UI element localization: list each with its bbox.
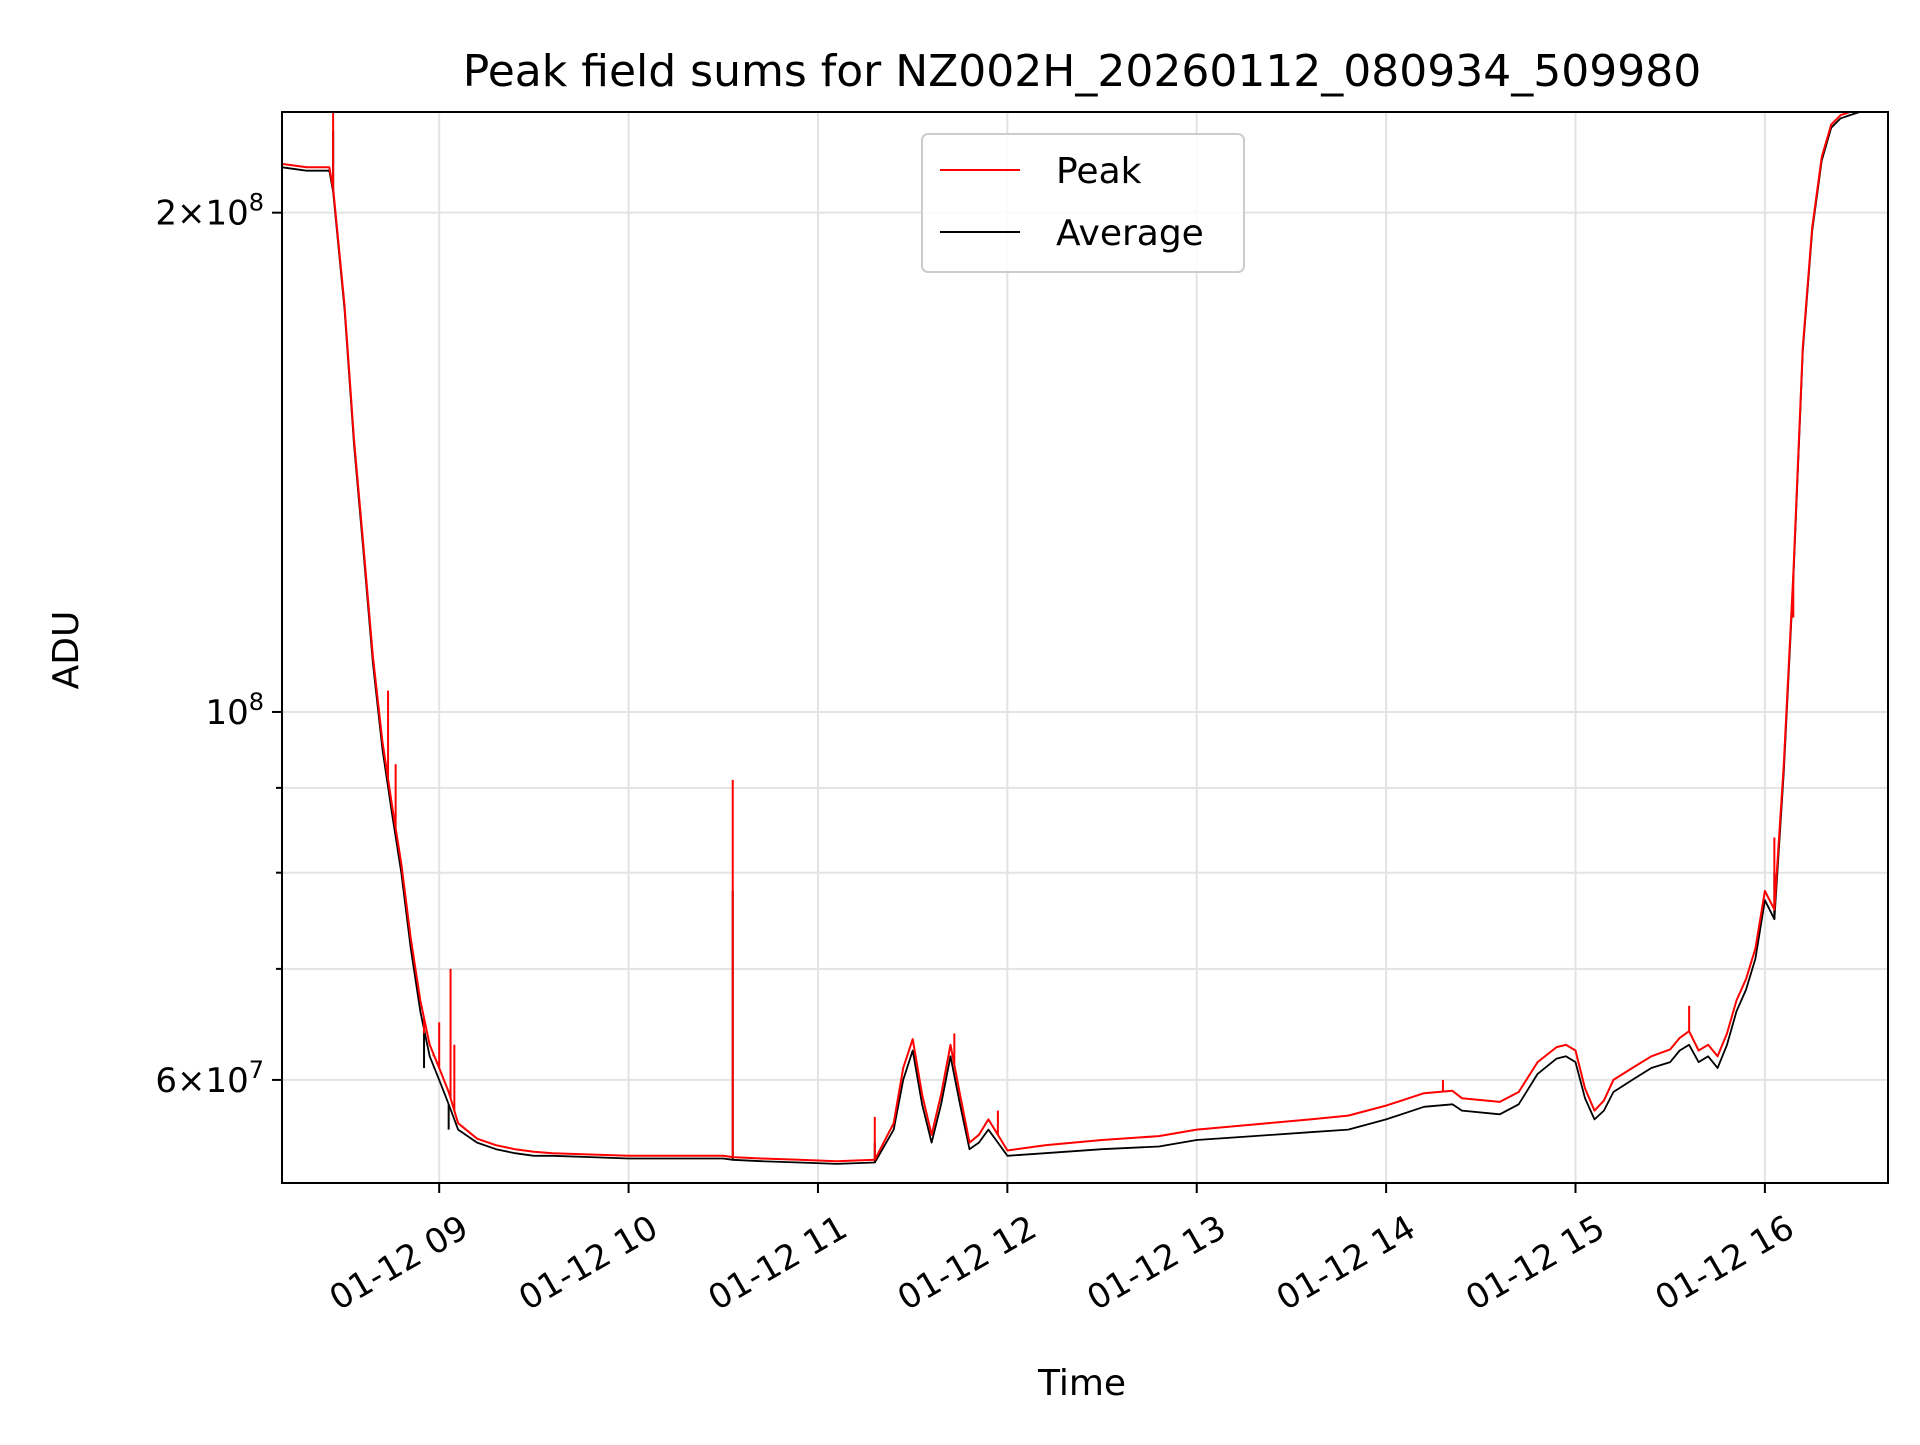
legend-box (921, 133, 1245, 273)
y-tick-label: 108 (205, 688, 264, 733)
plot-frame (281, 111, 1889, 1184)
plot-series (282, 112, 1888, 1165)
legend: Peak Average (921, 133, 1245, 273)
y-tick-label: 6×107 (155, 1056, 264, 1101)
legend-label-peak: Peak (1056, 151, 1142, 192)
x-axis-label: Time (1037, 1363, 1126, 1404)
series-line-peak (282, 112, 1888, 1163)
series-line-average (282, 112, 1888, 1165)
y-axis-label: ADU (46, 611, 87, 690)
chart-title: Peak field sums for NZ002H_20260112_0809… (463, 46, 1701, 97)
legend-label-average: Average (1056, 213, 1204, 254)
y-tick-label: 2×108 (155, 189, 264, 234)
